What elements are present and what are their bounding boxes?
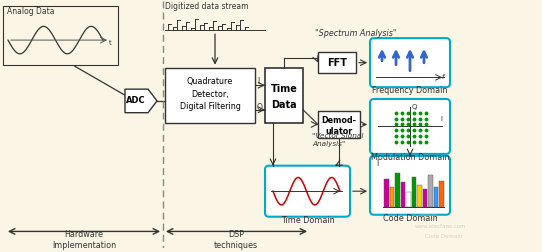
Bar bbox=[318, 52, 356, 73]
Text: I: I bbox=[257, 77, 259, 86]
Bar bbox=[395, 173, 399, 207]
Text: Hardware
Implementation: Hardware Implementation bbox=[52, 230, 116, 250]
Text: Demod-: Demod- bbox=[321, 116, 357, 125]
Text: Digital Filtering: Digital Filtering bbox=[179, 102, 241, 111]
Text: Detector,: Detector, bbox=[191, 89, 229, 99]
Bar bbox=[265, 68, 303, 122]
Text: t: t bbox=[109, 40, 112, 46]
Polygon shape bbox=[125, 89, 157, 113]
Bar bbox=[439, 181, 444, 207]
Text: I: I bbox=[440, 116, 442, 121]
Text: Modulation Domain: Modulation Domain bbox=[371, 153, 449, 162]
Text: Time: Time bbox=[270, 84, 298, 94]
Text: www.elecfans.com: www.elecfans.com bbox=[415, 225, 467, 230]
Text: DSP
techniques: DSP techniques bbox=[214, 230, 258, 250]
Text: ADC: ADC bbox=[126, 97, 145, 105]
FancyBboxPatch shape bbox=[370, 38, 450, 87]
Text: FFT: FFT bbox=[327, 58, 347, 68]
Text: Analog Data: Analog Data bbox=[7, 7, 55, 16]
Text: Quadrature: Quadrature bbox=[187, 77, 233, 86]
Text: Q: Q bbox=[257, 103, 263, 112]
FancyBboxPatch shape bbox=[265, 166, 350, 217]
Text: Data: Data bbox=[271, 100, 297, 110]
Bar bbox=[384, 179, 389, 207]
Text: 电子发烧友: 电子发烧友 bbox=[420, 214, 439, 220]
Bar bbox=[390, 187, 394, 207]
Text: Time Domain: Time Domain bbox=[281, 216, 334, 225]
Bar bbox=[423, 189, 427, 207]
Bar bbox=[3, 6, 118, 65]
Text: Code Domain: Code Domain bbox=[425, 234, 462, 239]
Text: Frequency Domain: Frequency Domain bbox=[372, 86, 448, 95]
Bar bbox=[401, 182, 405, 207]
Bar bbox=[165, 68, 255, 122]
Text: f: f bbox=[442, 74, 444, 80]
Text: I: I bbox=[376, 159, 378, 168]
Bar bbox=[411, 177, 416, 207]
Bar bbox=[428, 175, 433, 207]
Text: Q: Q bbox=[412, 104, 417, 110]
Bar bbox=[406, 192, 411, 207]
Bar bbox=[318, 111, 360, 138]
Text: ulator: ulator bbox=[325, 127, 353, 136]
Bar bbox=[417, 185, 422, 207]
Text: Code Domain: Code Domain bbox=[383, 214, 437, 223]
FancyBboxPatch shape bbox=[370, 156, 450, 215]
Text: "Vector Signal
Analysis": "Vector Signal Analysis" bbox=[312, 133, 363, 147]
Text: "Spectrum Analysis": "Spectrum Analysis" bbox=[315, 29, 397, 38]
Text: Digitized data stream: Digitized data stream bbox=[165, 2, 248, 11]
FancyBboxPatch shape bbox=[370, 99, 450, 154]
Bar bbox=[434, 187, 438, 207]
